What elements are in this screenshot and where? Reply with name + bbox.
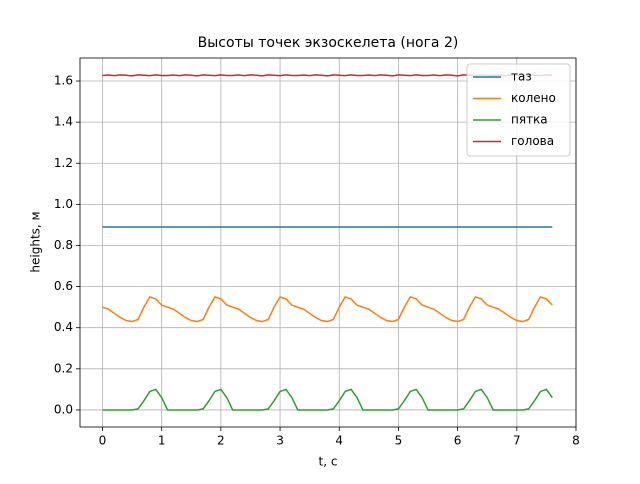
x-tick-label: 8 — [572, 434, 580, 448]
series-line — [102, 295, 553, 323]
y-tick-label: 0.4 — [54, 320, 73, 334]
y-tick-label: 1.6 — [54, 74, 73, 88]
x-tick-label: 1 — [158, 434, 166, 448]
x-tick-label: 4 — [335, 434, 343, 448]
legend-label: пятка — [511, 113, 548, 127]
x-tick-label: 5 — [395, 434, 403, 448]
chart-title: Высоты точек экзоскелета (нога 2) — [198, 35, 459, 51]
x-tick-label: 2 — [217, 434, 225, 448]
y-tick-label: 0.0 — [54, 402, 73, 416]
y-tick-label: 1.4 — [54, 115, 73, 129]
x-tick-label: 7 — [513, 434, 521, 448]
x-axis-label: t, c — [319, 455, 338, 469]
legend-label: таз — [511, 70, 532, 84]
x-tick-label: 6 — [454, 434, 462, 448]
legend-box — [466, 63, 571, 157]
y-tick-label: 0.6 — [54, 279, 73, 293]
legend-label: колено — [511, 91, 556, 105]
y-tick-label: 0.2 — [54, 361, 73, 375]
y-tick-label: 0.8 — [54, 238, 73, 252]
x-tick-label: 0 — [99, 434, 107, 448]
y-tick-label: 1.0 — [54, 197, 73, 211]
legend-label: голова — [511, 134, 554, 148]
x-tick-label: 3 — [276, 434, 284, 448]
series-line — [102, 388, 553, 411]
y-tick-label: 1.2 — [54, 156, 73, 170]
plot-frame — [79, 57, 577, 428]
y-axis-label: heights, м — [29, 211, 43, 272]
